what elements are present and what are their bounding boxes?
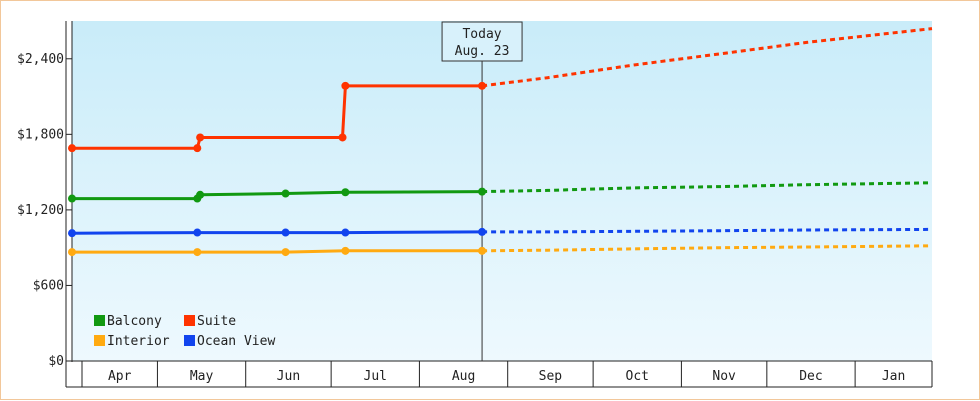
legend-item-ocean-view: Ocean View <box>184 334 275 349</box>
data-point-balcony <box>478 187 487 196</box>
x-tick-label: May <box>190 369 214 384</box>
data-point-interior <box>478 246 487 255</box>
data-point-interior <box>341 246 350 255</box>
legend-item-balcony: Balcony <box>94 314 162 329</box>
data-point-interior <box>193 248 202 257</box>
data-point-interior <box>68 248 76 257</box>
x-tick-label: Jun <box>277 369 300 384</box>
x-tick-label: Apr <box>108 369 132 384</box>
data-point-suite <box>478 81 487 90</box>
data-point-ocean-view <box>68 229 76 238</box>
series-interior <box>68 244 933 257</box>
legend-item-interior: Interior <box>94 334 170 349</box>
legend-label: Interior <box>107 334 170 349</box>
data-point-suite <box>196 133 205 142</box>
data-point-suite <box>193 144 202 153</box>
series-line-ocean-view <box>71 230 483 235</box>
y-tick-label: $1,200 <box>17 203 64 218</box>
series-ocean-view <box>68 227 933 238</box>
series-line-suite <box>72 84 483 150</box>
x-tick-label: Oct <box>626 369 649 384</box>
legend-swatch <box>94 335 105 346</box>
data-point-suite <box>68 144 76 153</box>
data-point-ocean-view <box>281 228 290 237</box>
legend-swatch <box>184 315 195 326</box>
forecast-line-balcony <box>482 181 933 194</box>
y-tick-label: $0 <box>48 354 64 369</box>
data-point-balcony <box>68 194 76 203</box>
data-point-suite <box>341 81 350 90</box>
x-axis: Apr May Jun Jul Aug Sep Oct Nov Dec Jan <box>66 360 933 388</box>
x-tick-label: Dec <box>799 369 822 384</box>
legend-label: Suite <box>197 314 236 329</box>
legend-item-suite: Suite <box>184 314 236 329</box>
data-point-interior <box>281 248 290 257</box>
series-line-balcony <box>72 190 483 201</box>
today-date: Aug. 23 <box>455 44 510 59</box>
series-suite <box>68 27 933 153</box>
forecast-line-ocean-view <box>482 227 933 234</box>
legend: Balcony Suite Interior Ocean View <box>94 314 275 349</box>
x-tick-label: Nov <box>712 369 736 384</box>
y-tick-label: $2,400 <box>17 52 64 67</box>
x-tick-label: Aug <box>452 369 475 384</box>
y-axis: $0 $600 $1,200 $1,800 $2,400 <box>17 21 73 387</box>
legend-label: Balcony <box>107 314 162 329</box>
y-tick-label: $600 <box>33 278 64 293</box>
y-tick-label: $1,800 <box>17 127 64 142</box>
data-point-ocean-view <box>478 227 487 236</box>
x-tick-label: Sep <box>539 369 563 384</box>
data-point-balcony <box>196 190 205 199</box>
data-point-balcony <box>341 188 350 197</box>
legend-swatch <box>94 315 105 326</box>
forecast-line-suite <box>481 27 933 88</box>
series-lines <box>68 27 933 257</box>
data-point-ocean-view <box>193 228 202 237</box>
data-point-suite <box>338 133 347 142</box>
today-label-box <box>441 21 523 62</box>
legend-swatch <box>184 335 195 346</box>
x-tick-label: Jul <box>364 369 387 384</box>
legend-label: Ocean View <box>197 334 275 349</box>
series-balcony <box>68 181 933 203</box>
today-marker: Today Aug. 23 <box>441 21 523 361</box>
series-line-interior <box>72 249 483 254</box>
data-point-balcony <box>281 189 290 198</box>
today-label: Today <box>462 27 501 42</box>
data-point-ocean-view <box>341 228 350 237</box>
forecast-line-interior <box>482 244 933 253</box>
x-tick-label: Jan <box>882 369 905 384</box>
